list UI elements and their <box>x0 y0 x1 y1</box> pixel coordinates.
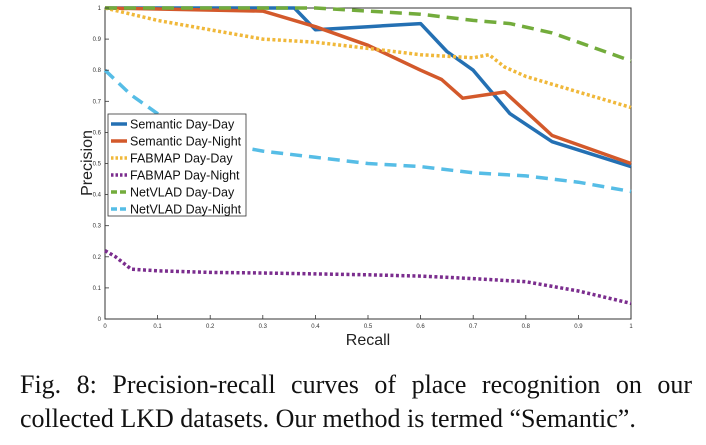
x-tick-label: 0 <box>103 324 107 330</box>
y-tick-label: 0.1 <box>93 286 102 292</box>
legend-box <box>107 113 247 217</box>
y-tick-label: 0.5 <box>93 162 102 168</box>
x-tick-label: 0.4 <box>311 324 320 330</box>
legend-entries: Semantic Day-Day Semantic Day-Night FABMAP… <box>111 118 242 217</box>
x-tick-label: 0.7 <box>469 324 478 330</box>
y-tick-label: 0.2 <box>93 255 102 261</box>
legend-label: NetVLAD Day-Day <box>130 186 235 200</box>
legend-label: NetVLAD Day-Night <box>130 203 242 217</box>
precision-recall-chart: 0 0.1 0.2 0.3 0.4 0.5 0.6 0.7 0.8 0.9 1 0 0.1 0.2 0.3 0… <box>79 6 634 349</box>
x-tick-label: 0.5 <box>364 324 373 330</box>
x-tick-label: 0.1 <box>153 324 162 330</box>
x-tick-label: 1 <box>629 324 633 330</box>
tick-layer: 0 0.1 0.2 0.3 0.4 0.5 0.6 0.7 0.8 0.9 1 0 0.1 0.2 0.3 0… <box>93 6 634 330</box>
x-tick-label: 0.2 <box>206 324 215 330</box>
legend: Semantic Day-Day Semantic Day-Night FABMAP… <box>107 113 247 217</box>
legend-label: Semantic Day-Day <box>130 118 235 132</box>
x-tick-label: 0.3 <box>259 324 268 330</box>
y-tick-label: 0.7 <box>93 99 102 105</box>
y-tick-label: 0.3 <box>93 224 102 230</box>
y-tick-label: 0 <box>98 317 102 323</box>
x-axis-label: Recall <box>346 332 390 349</box>
x-tick-label: 0.9 <box>574 324 583 330</box>
y-tick-label: 0.6 <box>93 130 102 136</box>
legend-label: Semantic Day-Night <box>130 135 242 149</box>
series-line-2 <box>104 6 632 166</box>
y-tick-label: 1 <box>98 6 102 12</box>
series-line-5 <box>105 6 632 63</box>
y-tick-label: 0.9 <box>93 37 102 43</box>
legend-label: FABMAP Day-Night <box>130 169 240 183</box>
y-tick-label: 0.8 <box>93 68 102 74</box>
figure-caption: Fig. 8: Precision-recall curves of place… <box>20 370 692 433</box>
y-tick-label: 0.4 <box>93 193 102 199</box>
legend-label: FABMAP Day-Day <box>130 152 233 166</box>
series-line-3 <box>104 6 632 110</box>
x-tick-label: 0.6 <box>416 324 425 330</box>
series-line-4 <box>104 249 632 306</box>
x-tick-label: 0.8 <box>522 324 531 330</box>
y-axis-label: Precision <box>79 130 96 196</box>
